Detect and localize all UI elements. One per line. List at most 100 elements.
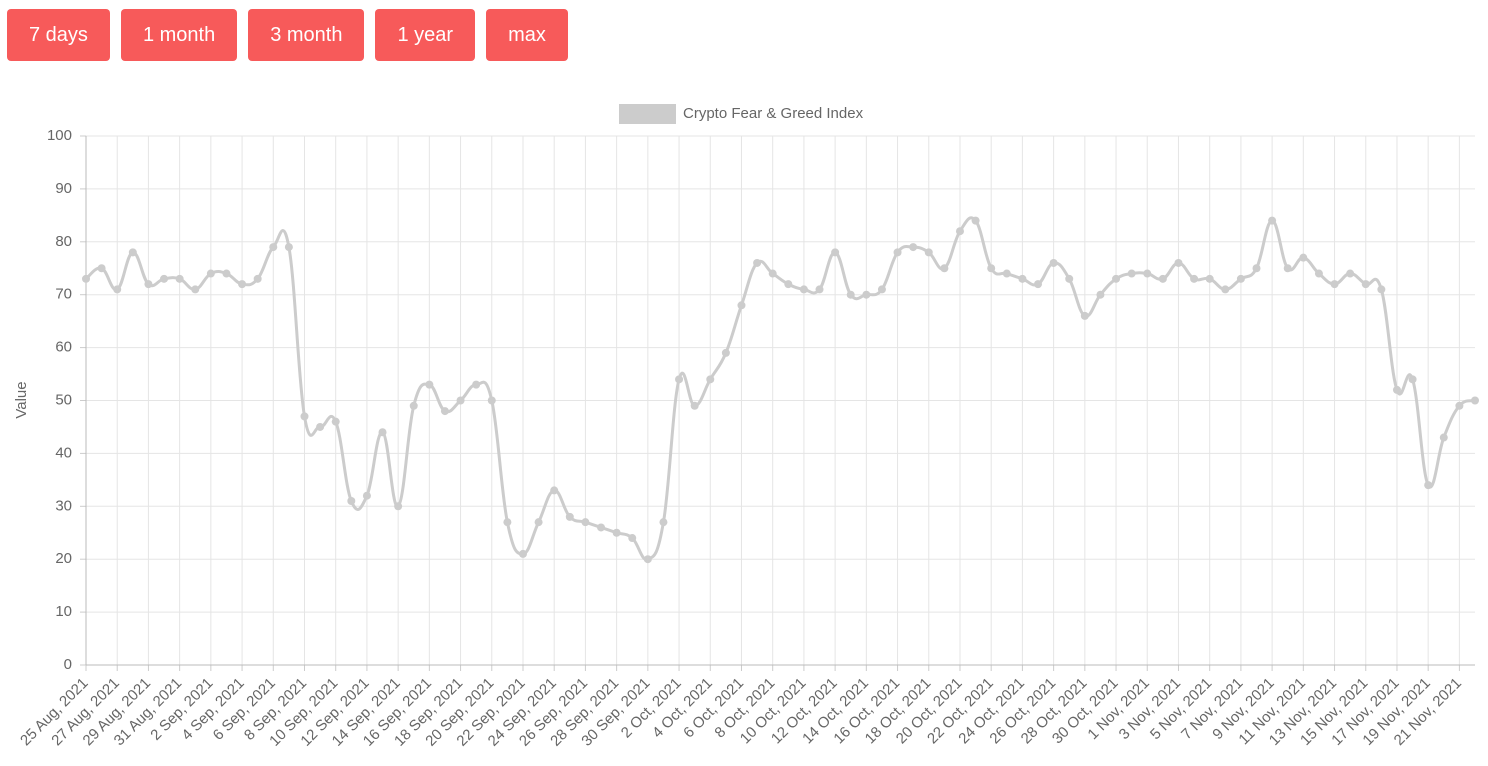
data-point [206,269,215,278]
data-point [1377,285,1386,294]
data-point [440,407,449,416]
data-point [737,301,746,310]
data-point [1299,253,1308,262]
data-point [1158,274,1167,283]
data-point [300,412,309,421]
data-point [550,486,559,495]
data-point [799,285,808,294]
data-point [362,491,371,500]
data-point [472,380,481,389]
data-point [1439,433,1448,442]
data-point [1065,274,1074,283]
y-tick-label: 50 [55,391,72,408]
y-axis-label: Value [13,381,30,418]
data-point [1471,396,1479,405]
data-point [1392,385,1401,394]
data-point [753,258,762,267]
data-point [1330,280,1339,289]
data-point [191,285,200,294]
data-point [518,549,527,558]
data-point [784,280,793,289]
data-point [1049,258,1058,267]
range-button[interactable]: max [486,9,568,61]
data-point [347,497,356,506]
data-point [877,285,886,294]
data-point [643,555,652,564]
data-point [1002,269,1011,278]
data-point [1283,264,1292,273]
data-point [160,274,169,283]
data-point [690,401,699,410]
data-point [628,534,637,543]
data-point [815,285,824,294]
data-point [893,248,902,257]
y-tick-label: 20 [55,550,72,567]
data-point [940,264,949,273]
data-point [284,243,293,252]
data-point [394,502,403,511]
data-point [316,422,325,431]
data-point [987,264,996,273]
data-point [456,396,465,405]
data-point [909,243,918,252]
y-tick-label: 90 [55,180,72,197]
data-point [1455,401,1464,410]
y-tick-label: 30 [55,497,72,514]
data-point [1424,481,1433,490]
y-tick-label: 60 [55,339,72,356]
data-point [1314,269,1323,278]
data-point [331,417,340,426]
data-point [238,280,247,289]
data-point [1096,290,1105,299]
y-tick-label: 100 [47,127,72,144]
y-tick-label: 80 [55,233,72,250]
range-button[interactable]: 1 month [120,9,238,61]
data-point [1346,269,1355,278]
data-point [82,274,90,283]
data-point [955,227,964,236]
data-point [1236,274,1245,283]
range-button[interactable]: 1 year [375,9,476,61]
y-tick-label: 0 [64,656,72,673]
range-buttons: 7 days 1 month 3 month 1 year max [7,9,568,61]
data-point [113,285,122,294]
range-button[interactable]: 3 month [248,9,365,61]
y-tick-label: 10 [55,603,72,620]
legend-label: Crypto Fear & Greed Index [683,105,864,122]
data-point [1034,280,1043,289]
series-line [85,216,1476,561]
data-point [612,528,621,537]
data-point [1268,216,1277,225]
data-point [409,401,418,410]
y-tick-label: 70 [55,286,72,303]
data-point [706,375,715,384]
data-point [1252,264,1261,273]
data-point [1143,269,1152,278]
data-point [597,523,606,532]
data-point [831,248,840,257]
data-point [128,248,137,257]
data-point [971,216,980,225]
data-point [534,518,543,527]
data-point [1205,274,1214,283]
data-point [721,348,730,357]
data-point [1361,280,1370,289]
data-point [768,269,777,278]
data-point [1408,375,1417,384]
data-point [675,375,684,384]
data-point [1018,274,1027,283]
data-point [253,274,262,283]
data-point [924,248,933,257]
legend-swatch [619,104,676,124]
data-point [1190,274,1199,283]
data-point [1127,269,1136,278]
data-point [144,280,153,289]
range-button[interactable]: 7 days [7,9,110,61]
data-point [269,243,278,252]
data-point [581,518,590,527]
data-point [222,269,231,278]
data-point [1174,258,1183,267]
data-point [503,518,512,527]
